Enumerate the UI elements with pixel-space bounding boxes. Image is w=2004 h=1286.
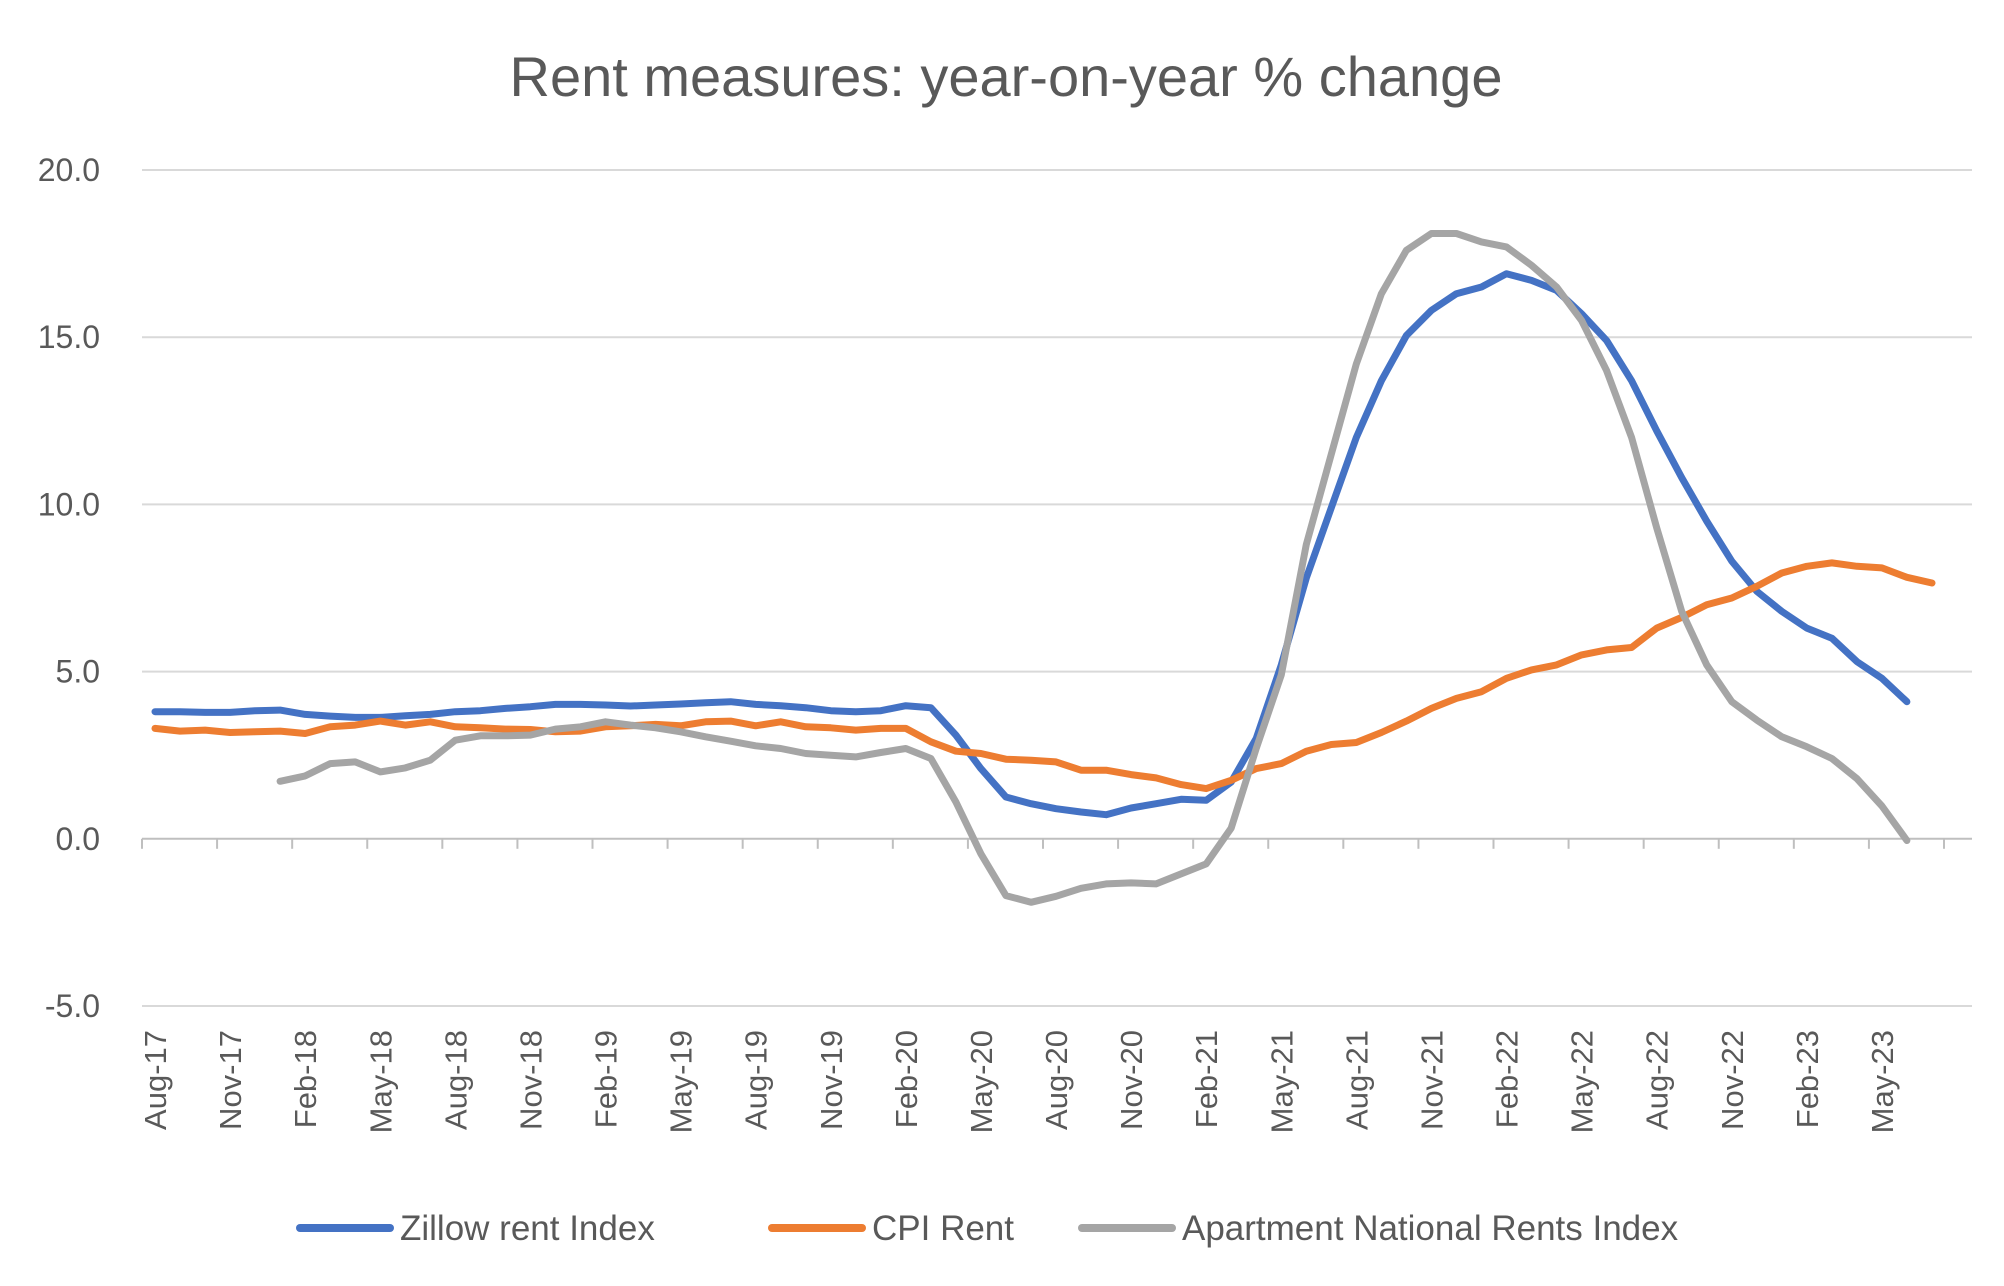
x-tick-label: Aug-21: [1339, 1030, 1374, 1130]
x-tick-label: Nov-21: [1414, 1030, 1449, 1130]
x-tick-label: Nov-17: [213, 1030, 248, 1130]
x-tick-label: Nov-18: [513, 1030, 548, 1130]
series-lines: [151, 230, 1936, 906]
x-tick-label: May-18: [363, 1030, 398, 1133]
y-tick-label: 10.0: [38, 486, 100, 522]
x-tick-label: Aug-22: [1640, 1030, 1675, 1130]
x-tick-label: Aug-20: [1039, 1030, 1074, 1130]
y-tick-label: 15.0: [38, 319, 100, 355]
chart-title: Rent measures: year-on-year % change: [510, 45, 1503, 108]
x-tick-label: Nov-19: [814, 1030, 849, 1130]
x-tick-label: Feb-22: [1490, 1030, 1525, 1128]
series-line-apartment-national-rents-index: [276, 230, 1911, 906]
x-tick-label: Nov-22: [1715, 1030, 1750, 1130]
x-axis: [141, 837, 1972, 849]
x-tick-label: Feb-23: [1790, 1030, 1825, 1128]
gridlines: [142, 169, 1972, 1007]
x-axis-ticks: Aug-17 Nov-17 Feb-18 May-18 Aug-18 Nov-18 Feb-…: [138, 1030, 1900, 1133]
legend-label: Apartment National Rents Index: [1182, 1209, 1679, 1248]
x-tick-label: May-21: [1264, 1030, 1299, 1133]
x-tick-label: May-19: [664, 1030, 699, 1133]
legend-label: CPI Rent: [872, 1209, 1014, 1248]
series-line-cpi-rent: [151, 559, 1936, 793]
y-axis-ticks: 20.0 15.0 10.0 5.0 0.0 -5.0: [38, 152, 100, 1024]
x-tick-label: Aug-17: [138, 1030, 173, 1130]
y-tick-label: -5.0: [45, 988, 100, 1024]
y-tick-label: 20.0: [38, 152, 100, 188]
x-tick-label: Nov-20: [1114, 1030, 1149, 1130]
x-tick-label: Feb-20: [889, 1030, 924, 1128]
y-tick-label: 0.0: [56, 821, 100, 857]
y-tick-label: 5.0: [56, 654, 100, 690]
x-tick-label: Feb-19: [589, 1030, 624, 1128]
x-tick-label: Aug-19: [739, 1030, 774, 1130]
x-tick-label: Feb-18: [288, 1030, 323, 1128]
x-tick-label: May-22: [1565, 1030, 1600, 1133]
legend: Zillow rent Index CPI Rent Apartment Natio…: [296, 1209, 1679, 1248]
x-tick-label: May-20: [964, 1030, 999, 1133]
x-tick-label: Feb-21: [1189, 1030, 1224, 1128]
series-line-zillow-rent-index: [151, 270, 1911, 819]
x-tick-label: May-23: [1865, 1030, 1900, 1133]
x-tick-label: Aug-18: [438, 1030, 473, 1130]
legend-label: Zillow rent Index: [400, 1209, 655, 1248]
